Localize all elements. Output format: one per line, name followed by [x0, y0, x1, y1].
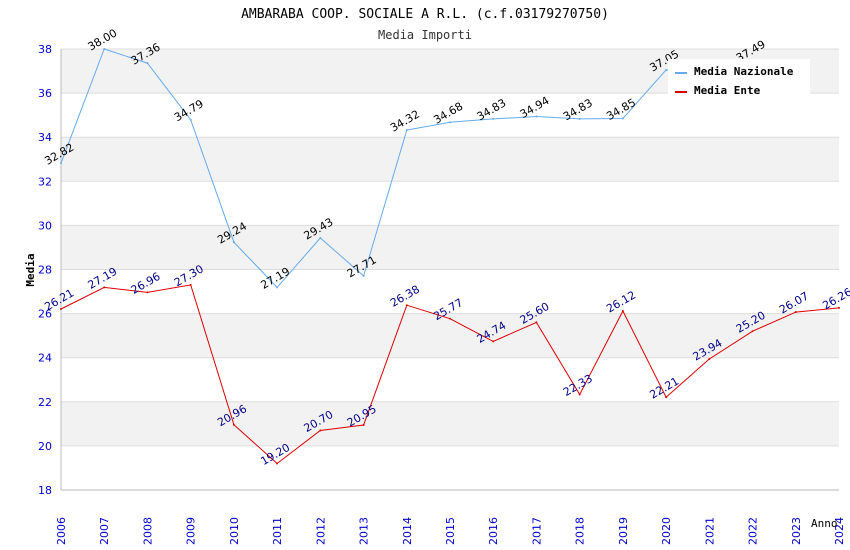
plot-band: [61, 445, 839, 490]
data-point-media-nazionale: [232, 241, 235, 244]
data-point-media-ente: [60, 307, 62, 310]
plot-background-bands: [60, 48, 839, 491]
y-tick-label: 36: [38, 87, 52, 100]
data-point-media-ente: [232, 423, 235, 426]
data-point-media-nazionale: [492, 117, 495, 120]
chart-subtitle: Media Importi: [378, 28, 472, 42]
data-point-media-ente: [103, 286, 106, 289]
plot-band: [61, 181, 839, 226]
data-point-media-ente: [708, 358, 711, 361]
x-tick-label: 2015: [444, 517, 457, 545]
y-tick-label: 38: [38, 43, 52, 56]
x-tick-label: 2023: [790, 517, 803, 545]
data-point-media-nazionale: [146, 62, 149, 65]
x-tick-label: 2013: [358, 517, 371, 545]
data-point-media-ente: [362, 423, 365, 426]
data-point-media-nazionale: [189, 118, 192, 121]
data-point-media-nazionale: [60, 162, 62, 165]
data-point-media-ente: [449, 317, 451, 320]
data-point-media-nazionale: [578, 117, 581, 120]
x-tick-label: 2020: [660, 517, 673, 545]
legend-box: [668, 59, 810, 99]
data-point-media-ente: [146, 291, 149, 294]
plot-band: [61, 93, 839, 138]
x-tick-label: 2012: [314, 517, 327, 545]
y-tick-label: 18: [38, 484, 52, 497]
x-tick-label: 2006: [55, 517, 68, 545]
data-point-media-ente: [838, 306, 840, 309]
data-point-media-nazionale: [405, 129, 408, 132]
data-point-media-ente: [405, 304, 408, 307]
data-point-media-nazionale: [362, 274, 365, 277]
chart-title: AMBARABA COOP. SOCIALE A R.L. (c.f.03179…: [241, 7, 609, 22]
y-tick-label: 24: [38, 352, 52, 365]
legend: Media Nazionale Media Ente: [668, 59, 810, 99]
legend-label-media-ente: Media Ente: [694, 84, 761, 97]
x-tick-label: 2018: [574, 517, 587, 545]
y-axis-ticks: 18 20 22 24 26 28 30 32 34 36 38: [38, 43, 52, 497]
plot-band: [61, 401, 839, 446]
data-point-media-nazionale: [535, 115, 538, 118]
data-point-media-ente: [751, 330, 754, 333]
plot-band: [61, 137, 839, 182]
data-point-media-ente: [189, 283, 192, 286]
y-tick-label: 22: [38, 396, 52, 409]
legend-label-media-nazionale: Media Nazionale: [694, 65, 794, 78]
x-tick-label: 2024: [833, 517, 846, 545]
data-point-media-ente: [621, 309, 624, 312]
x-tick-label: 2021: [703, 517, 716, 545]
x-axis-ticks: 2006 2007 2008 2009 2010 2011 2012 2013 2014 2015…: [55, 517, 846, 545]
y-tick-label: 26: [38, 308, 52, 321]
data-point-media-ente: [276, 462, 279, 465]
x-tick-label: 2019: [617, 517, 630, 545]
data-point-media-ente: [578, 393, 581, 396]
plot-band: [61, 313, 839, 358]
data-point-media-ente: [794, 311, 797, 314]
x-tick-label: 2014: [401, 517, 414, 545]
y-axis-label: Media: [24, 253, 37, 286]
plot-band: [61, 225, 839, 270]
data-point-media-nazionale: [103, 48, 106, 50]
data-point-media-nazionale: [621, 117, 624, 120]
x-tick-label: 2022: [747, 517, 760, 545]
y-tick-label: 20: [38, 440, 52, 453]
data-point-media-ente: [665, 396, 668, 399]
y-tick-label: 30: [38, 219, 52, 232]
x-tick-label: 2010: [228, 517, 241, 545]
x-tick-label: 2007: [98, 517, 111, 545]
x-tick-label: 2017: [530, 517, 543, 545]
data-point-media-nazionale: [665, 68, 668, 71]
x-tick-label: 2009: [185, 517, 198, 545]
y-tick-label: 28: [38, 264, 52, 277]
data-point-media-nazionale: [449, 121, 451, 124]
data-point-media-nazionale: [276, 286, 279, 289]
x-axis-label: Anno: [811, 517, 838, 530]
plot-band: [61, 269, 839, 314]
data-point-media-ente: [535, 321, 538, 324]
data-point-media-ente: [319, 429, 322, 432]
y-tick-label: 32: [38, 175, 52, 188]
x-tick-label: 2016: [487, 517, 500, 545]
data-point-media-ente: [492, 340, 495, 343]
y-tick-label: 34: [38, 131, 52, 144]
plot-band: [61, 357, 839, 402]
data-point-media-nazionale: [319, 236, 322, 239]
x-tick-label: 2011: [271, 517, 284, 545]
x-tick-label: 2008: [141, 517, 154, 545]
